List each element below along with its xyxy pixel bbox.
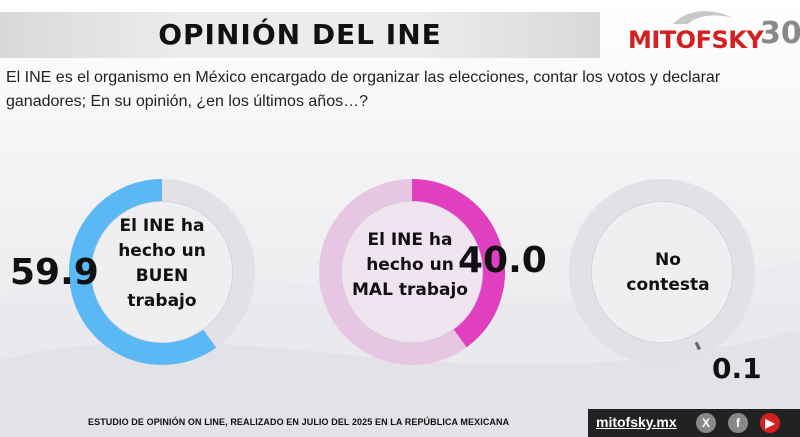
donut-slice [411, 179, 505, 348]
logo-text: MITOFSKY [628, 26, 764, 54]
center-line: No [655, 250, 681, 270]
mitofsky-logo: MITOFSKY 30 [628, 6, 800, 56]
youtube-icon[interactable]: ▶ [760, 413, 780, 433]
bird-icon [673, 11, 733, 24]
value-label-mal: 40.0 [458, 240, 547, 281]
center-line: trabajo [127, 291, 197, 311]
center-line: MAL trabajo [352, 280, 468, 300]
center-line: hecho un [118, 241, 206, 261]
center-label-no-contesta: No contesta [618, 248, 718, 298]
donut-buen [69, 179, 255, 365]
donut-charts [69, 179, 755, 365]
value-label-buen: 59.9 [10, 252, 99, 293]
center-line: hecho un [366, 255, 454, 275]
donut-slice [69, 179, 217, 365]
donut-mal [319, 179, 505, 365]
donut-no-contesta [569, 179, 755, 365]
footer-note: ESTUDIO DE OPINIÓN ON LINE, REALIZADO EN… [88, 417, 510, 427]
center-label-mal: El INE ha hecho un MAL trabajo [350, 228, 470, 303]
facebook-icon[interactable]: f [728, 413, 748, 433]
value-label-no-contesta: 0.1 [712, 352, 762, 385]
center-line: contesta [626, 275, 710, 295]
logo-anniversary: 30 [760, 16, 800, 51]
center-line: El INE ha [119, 216, 205, 236]
x-icon[interactable]: X [696, 413, 716, 433]
center-line: El INE ha [367, 230, 453, 250]
title-banner: OPINIÓN DEL INE [0, 12, 600, 58]
page-title: OPINIÓN DEL INE [158, 18, 442, 51]
donut-track [569, 179, 755, 365]
center-line: BUEN [135, 266, 189, 286]
center-label-buen: El INE ha hecho un BUEN trabajo [112, 214, 212, 314]
site-link[interactable]: mitofsky.mx [596, 414, 677, 430]
survey-question: El INE es el organismo en México encarga… [6, 69, 721, 110]
donut-slice [694, 341, 702, 351]
